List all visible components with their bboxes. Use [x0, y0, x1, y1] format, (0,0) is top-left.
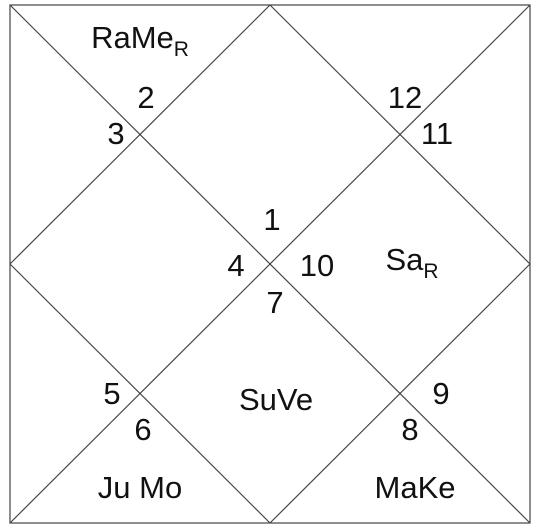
- house-number: 2: [137, 80, 154, 115]
- house-number: 8: [401, 412, 418, 447]
- diagonal: [9, 4, 531, 524]
- planet-label: MaKe: [375, 470, 456, 505]
- diamond-edge: [269, 4, 531, 265]
- planet-text: Sa: [385, 242, 424, 277]
- house-number: 9: [432, 376, 449, 411]
- planet-label: RaMeR: [91, 20, 189, 60]
- house-number: 10: [300, 248, 334, 283]
- house-number: 3: [107, 116, 124, 151]
- planet-label: SuVe: [239, 382, 313, 417]
- house-number: 5: [103, 376, 120, 411]
- house-number: 12: [388, 80, 422, 115]
- house-number: 4: [227, 248, 244, 283]
- house-number: 6: [134, 412, 151, 447]
- house-number: 1: [263, 202, 280, 237]
- planet-label: Ju Mo: [98, 470, 182, 505]
- diamond-edge: [9, 4, 271, 265]
- planet-text: RaMe: [91, 20, 174, 55]
- planet-label: SaR: [385, 242, 438, 282]
- diamond-edge: [9, 263, 271, 524]
- house-number: 11: [421, 116, 453, 151]
- planet-subscript: R: [423, 260, 438, 283]
- house-number: 7: [266, 285, 283, 320]
- diamond-edge: [269, 263, 531, 524]
- planet-subscript: R: [174, 38, 189, 61]
